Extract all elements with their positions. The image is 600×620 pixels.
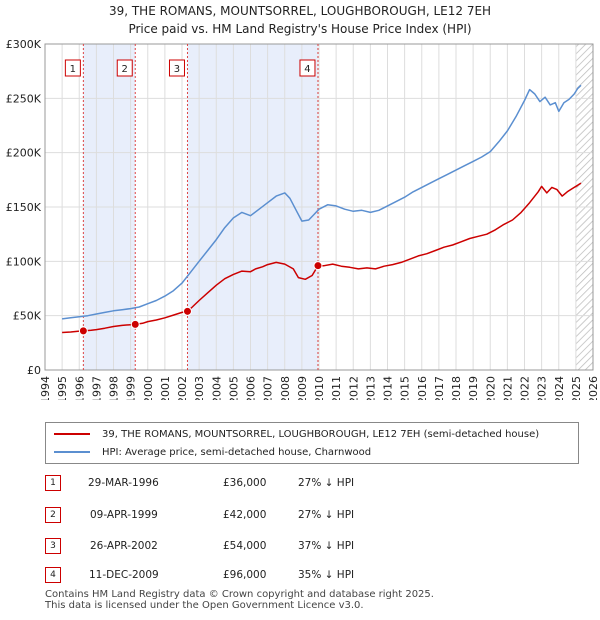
transaction-price: £54,000: [223, 540, 267, 552]
x-tick-label: 2013: [364, 376, 377, 400]
x-tick-label: 1997: [90, 376, 103, 400]
y-tick-label: £50K: [13, 310, 42, 323]
x-tick-label: 2001: [159, 376, 172, 400]
x-tick-label: 2005: [227, 376, 240, 400]
x-tick-label: 2006: [245, 376, 258, 400]
legend: 39, THE ROMANS, MOUNTSORREL, LOUGHBOROUG…: [45, 422, 579, 464]
x-tick-label: 2016: [416, 376, 429, 400]
x-tick-label: 2020: [484, 376, 497, 400]
legend-swatch-hpi: [54, 451, 90, 453]
x-tick-label: 1996: [73, 376, 86, 400]
legend-item-property: 39, THE ROMANS, MOUNTSORREL, LOUGHBOROUG…: [54, 426, 539, 442]
x-tick-label: 2008: [279, 376, 292, 400]
x-tick-label: 2017: [433, 376, 446, 400]
x-tick-label: 2026: [587, 376, 600, 400]
x-tick-label: 2025: [570, 376, 583, 400]
x-tick-label: 2010: [313, 376, 326, 400]
transaction-number: 2: [45, 507, 61, 523]
chart-subtitle: Price paid vs. HM Land Registry's House …: [128, 22, 472, 36]
transaction-hpi-delta: 35% ↓ HPI: [298, 569, 355, 581]
sale-label-box: [299, 59, 316, 77]
x-tick-label: 2024: [553, 376, 566, 400]
sale-label-number: 4: [304, 64, 310, 75]
sale-point: [313, 261, 323, 271]
plot-frame: [44, 43, 594, 371]
x-tick-label: 2014: [382, 376, 395, 400]
transaction-number: 4: [45, 567, 61, 583]
transaction-price: £36,000: [223, 477, 267, 489]
x-tick-label: 2015: [399, 376, 412, 400]
x-tick-label: 2021: [501, 376, 514, 400]
legend-item-hpi: HPI: Average price, semi-detached house,…: [54, 444, 371, 460]
transaction-price: £96,000: [223, 569, 267, 581]
legend-label-property: 39, THE ROMANS, MOUNTSORREL, LOUGHBOROUG…: [102, 428, 540, 440]
y-tick-label: £100K: [6, 255, 42, 268]
sale-point: [130, 319, 140, 329]
x-tick-label: 2018: [450, 376, 463, 400]
legend-swatch-property: [54, 433, 90, 435]
sale-point: [182, 306, 192, 316]
x-tick-label: 2007: [262, 376, 275, 400]
x-tick-label: 1999: [125, 376, 138, 400]
price-chart: £0 £50K £100K £150K £200K £250K £300K 1994 1995 1…: [6, 38, 600, 400]
transaction-date: 09-APR-1999: [90, 509, 158, 521]
transaction-hpi-delta: 37% ↓ HPI: [298, 540, 355, 552]
x-tick-label: 1998: [108, 376, 121, 400]
sale-label-number: 1: [70, 64, 76, 75]
x-tick-label: 2002: [176, 376, 189, 400]
y-tick-label: £250K: [6, 92, 42, 105]
x-tick-label: 2003: [193, 376, 206, 400]
sale-label-number: 2: [122, 64, 128, 75]
x-tick-label: 2019: [467, 376, 480, 400]
sale-label-box: [64, 59, 81, 77]
transaction-hpi-delta: 27% ↓ HPI: [298, 509, 355, 521]
x-tick-label: 2012: [347, 376, 360, 400]
transaction-row: 3 26-APR-2002 £54,000 37% ↓ HPI: [0, 538, 600, 558]
footer-licence: This data is licensed under the Open Gov…: [45, 600, 364, 611]
x-tick-label: 1995: [56, 376, 69, 400]
transaction-row: 4 11-DEC-2009 £96,000 35% ↓ HPI: [0, 567, 600, 587]
transaction-row: 1 29-MAR-1996 £36,000 27% ↓ HPI: [0, 475, 600, 495]
x-tick-label: 2011: [330, 376, 343, 400]
x-tick-label: 2009: [296, 376, 309, 400]
y-tick-label: £0: [27, 364, 41, 377]
sale-label-box: [116, 59, 133, 77]
transaction-date: 11-DEC-2009: [89, 569, 159, 581]
legend-label-hpi: HPI: Average price, semi-detached house,…: [102, 446, 372, 458]
footer: Contains HM Land Registry data © Crown c…: [45, 589, 434, 611]
y-tick-label: £200K: [6, 147, 42, 160]
sale-label-box: [168, 59, 185, 77]
chart-title: 39, THE ROMANS, MOUNTSORREL, LOUGHBOROUG…: [108, 4, 492, 18]
transaction-hpi-delta: 27% ↓ HPI: [298, 477, 355, 489]
transaction-row: 2 09-APR-1999 £42,000 27% ↓ HPI: [0, 507, 600, 527]
x-tick-label: 1994: [39, 376, 52, 400]
sale-point: [78, 326, 88, 336]
transaction-price: £42,000: [223, 509, 267, 521]
hpi-line: [62, 84, 582, 320]
transaction-date: 26-APR-2002: [90, 540, 158, 552]
transaction-date: 29-MAR-1996: [88, 477, 159, 489]
sale-label-number: 3: [174, 64, 180, 75]
x-tick-label: 2023: [536, 376, 549, 400]
x-tick-label: 2022: [519, 376, 532, 400]
transaction-number: 1: [45, 475, 61, 491]
footer-copyright: Contains HM Land Registry data © Crown c…: [45, 589, 434, 600]
y-tick-label: £150K: [6, 201, 42, 214]
transaction-number: 3: [45, 538, 61, 554]
x-tick-label: 2004: [210, 376, 223, 400]
y-tick-label: £300K: [6, 38, 42, 51]
x-tick-label: 2000: [142, 376, 155, 400]
